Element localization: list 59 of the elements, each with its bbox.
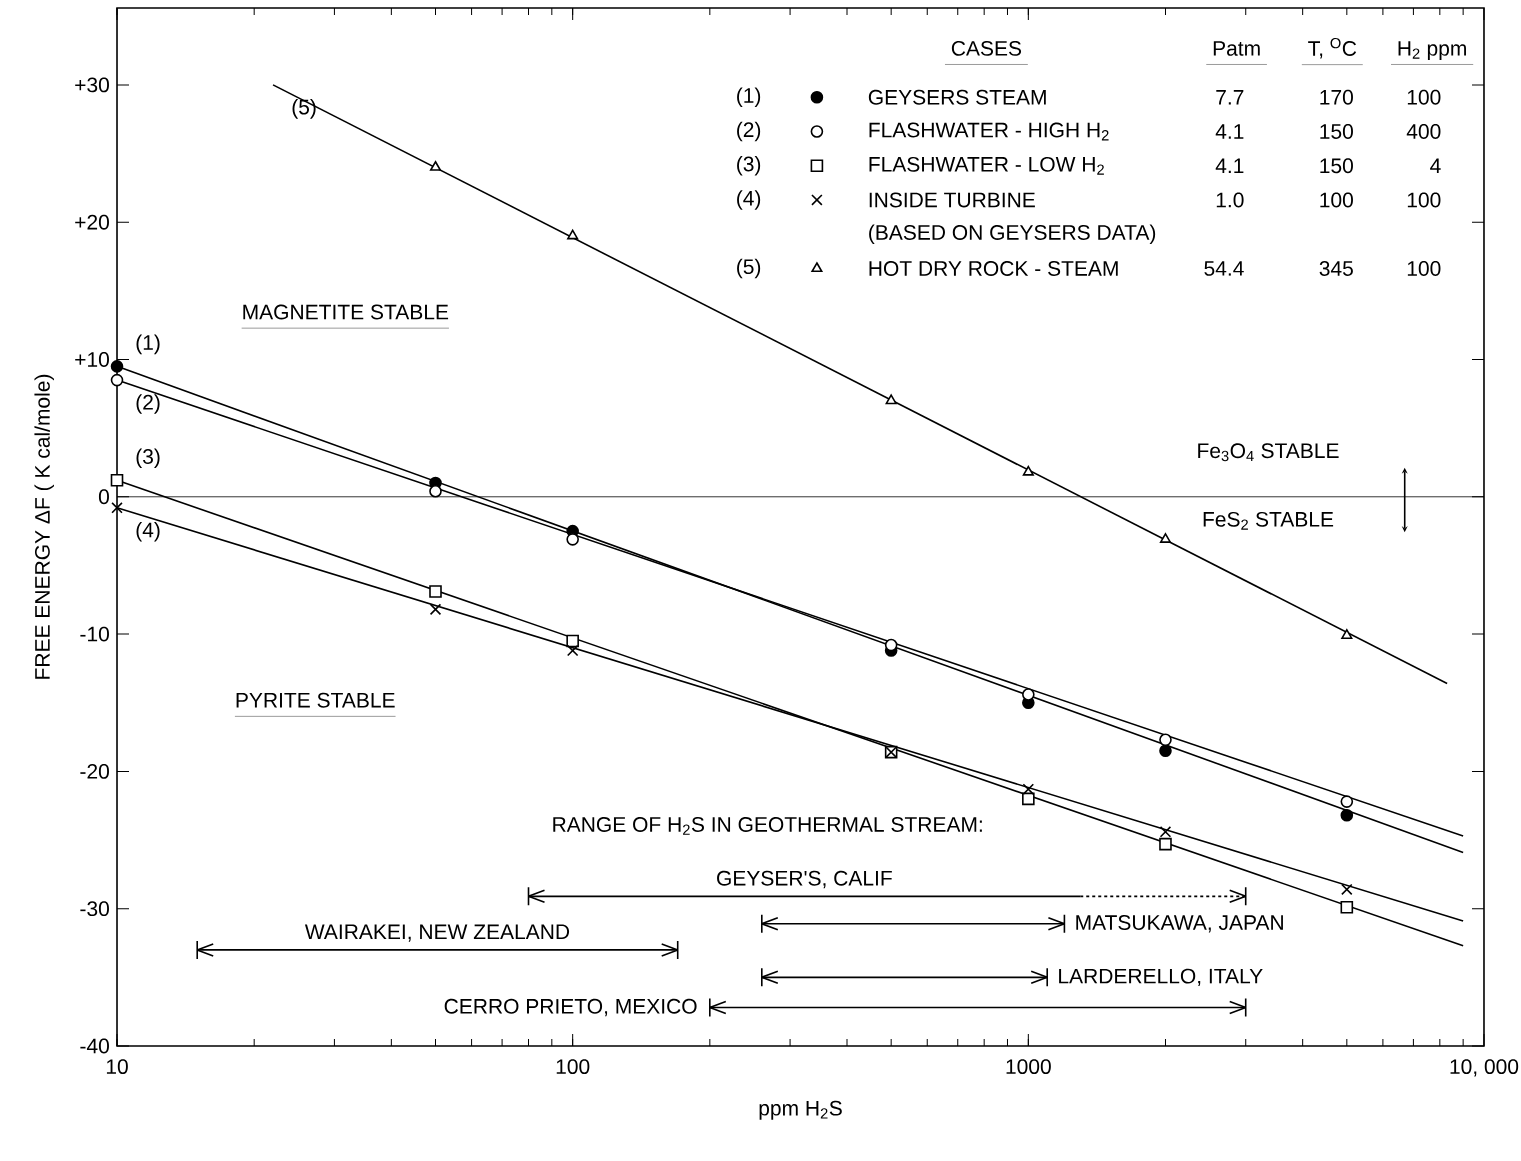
annotation: WAIRAKEI, NEW ZEALAND <box>304 924 570 942</box>
annotation: 400 <box>1406 124 1441 139</box>
annotation: GEYSER'S, CALIF <box>717 870 892 889</box>
annotation: 100 <box>1407 89 1441 105</box>
annotation: CASES <box>951 40 1022 56</box>
annotation: 4 <box>1430 158 1441 174</box>
annotation: MATSUKAWA, JAPAN <box>1076 915 1283 933</box>
annotation: 100 <box>1320 192 1353 208</box>
annotation: MAGNETITE STABLE <box>243 304 449 320</box>
annotation: T, $^{O}$C <box>1308 37 1357 59</box>
annotation: 170 <box>1320 89 1353 105</box>
text: (5) <box>737 258 761 279</box>
annotation: 7.7 <box>1216 90 1244 105</box>
annotation: 1.0 <box>1216 192 1244 208</box>
annotation: Patm <box>1213 41 1260 56</box>
series-label: (3) <box>136 448 160 469</box>
x-tick-label: 10, 000 <box>1450 1059 1519 1077</box>
annotation: 100 <box>1407 261 1441 276</box>
y-tick-label: +10 <box>75 352 109 367</box>
annotation: 4.1 <box>1215 158 1244 174</box>
text: (1) <box>737 87 761 108</box>
x-axis-title: ppm H$_{2}$S <box>759 1100 842 1120</box>
x-tick-label: 1000 <box>1006 1059 1051 1075</box>
text: (2) <box>737 121 761 142</box>
y-tick-label: -20 <box>80 763 109 779</box>
y-tick-label: -10 <box>80 626 109 642</box>
y-tick-label: 0 <box>98 489 109 505</box>
series-label: (2) <box>136 394 160 414</box>
annotation: CERRO PRIETO, MEXICO <box>444 998 697 1017</box>
annotation: RANGE OF H$_{2}$S IN GEOTHERMAL STREAM: <box>553 817 982 835</box>
legend-label: INSIDE TURBINE <box>869 192 1035 208</box>
annotation: 345 <box>1319 261 1353 276</box>
legend-label: FLASHWATER - HIGH H$_{2}$ <box>869 122 1109 141</box>
y-tick-label: +30 <box>75 77 109 93</box>
y-tick-label: +20 <box>75 214 109 230</box>
y-tick-label: -30 <box>80 901 109 917</box>
x-tick-label: 100 <box>556 1059 590 1075</box>
annotation: FeS$_{2}$ STABLE <box>1203 511 1334 530</box>
annotation: 150 <box>1320 158 1353 174</box>
series-label: (4) <box>136 521 160 542</box>
series-label: (5) <box>292 99 316 119</box>
annotation: 4.1 <box>1215 124 1244 139</box>
legend-label: HOT DRY ROCK - STEAM <box>869 261 1118 276</box>
annotation: 150 <box>1320 124 1353 139</box>
legend-label: GEYSERS STEAM <box>868 89 1046 105</box>
annotation: LARDERELLO, ITALY <box>1059 968 1263 987</box>
legend-label: FLASHWATER - LOW H$_{2}$ <box>869 156 1104 175</box>
y-tick-label: -40 <box>80 1038 109 1054</box>
annotation: PYRITE STABLE <box>236 692 395 708</box>
y-axis-title: FREE ENERGY ΔF ( K cal/mole) <box>34 374 54 679</box>
text: (3) <box>737 156 761 176</box>
annotation: Fe$_{3}$O$_{4}$ STABLE <box>1198 443 1339 462</box>
annotation: 54.4 <box>1204 261 1244 276</box>
text: (4) <box>737 190 761 210</box>
annotation: (BASED ON GEYSERS DATA) <box>869 224 1156 245</box>
x-tick-label: 10 <box>106 1059 128 1075</box>
series-label: (1) <box>136 334 160 355</box>
annotation: 100 <box>1407 192 1441 208</box>
annotation: H$_{2}$ ppm <box>1398 41 1466 60</box>
